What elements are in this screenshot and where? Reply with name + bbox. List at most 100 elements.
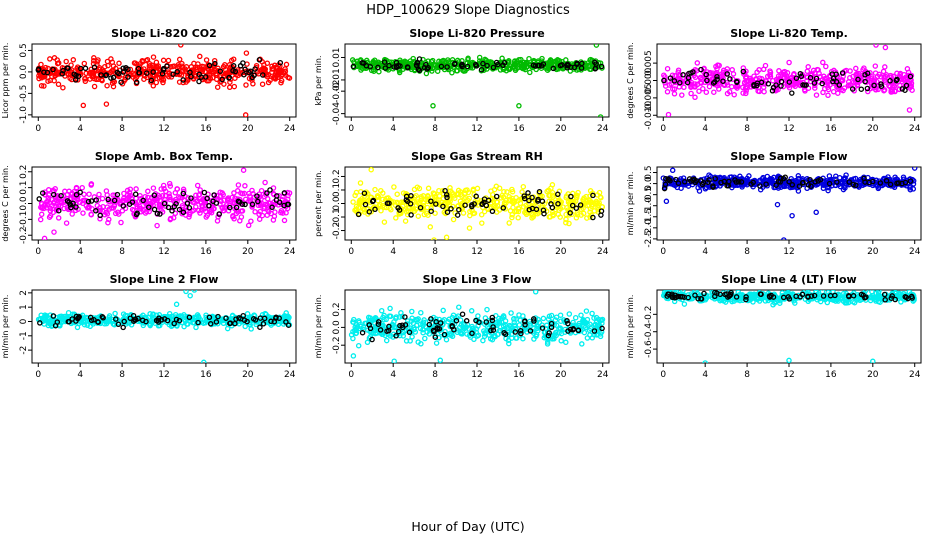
hourly-point — [276, 199, 283, 205]
hourly-point — [161, 316, 168, 322]
data-point — [578, 212, 584, 218]
data-point — [243, 50, 250, 56]
data-point — [780, 83, 787, 90]
outlier-point — [103, 101, 110, 107]
hourly-point — [661, 77, 667, 84]
data-point — [86, 191, 92, 197]
data-point — [82, 78, 89, 85]
y-tick-label: 0.2 — [332, 302, 342, 316]
panel-title: Slope Sample Flow — [730, 150, 847, 163]
hourly-point — [531, 318, 537, 324]
data-point — [694, 60, 701, 66]
data-point — [273, 64, 280, 70]
data-point — [283, 61, 290, 68]
y-tick-label: 1 — [19, 304, 29, 310]
hourly-point — [413, 62, 420, 68]
data-point — [87, 76, 93, 82]
hourly-point — [665, 176, 672, 182]
hourly-point — [703, 71, 709, 78]
data-point — [681, 301, 688, 307]
data-point — [353, 207, 360, 213]
hourly-point — [495, 61, 501, 68]
data-point — [197, 187, 203, 193]
outlier-point — [183, 290, 189, 295]
data-point — [587, 321, 593, 327]
data-point — [493, 321, 499, 327]
data-point — [887, 83, 893, 90]
data-point — [506, 340, 512, 347]
hourly-point — [830, 75, 837, 82]
y-tick-label: 0.01 — [332, 47, 342, 67]
data-point — [558, 330, 565, 337]
hourly-point — [533, 206, 540, 213]
data-point — [400, 60, 407, 66]
hourly-point — [529, 194, 535, 201]
data-point — [91, 55, 97, 61]
x-tick-label: 24 — [909, 247, 921, 257]
data-point — [760, 84, 767, 90]
hourly-point — [592, 65, 599, 71]
data-point — [280, 210, 286, 216]
hourly-point — [281, 190, 288, 196]
data-point — [483, 57, 489, 64]
data-point — [813, 92, 820, 98]
data-point — [403, 191, 410, 197]
hourly-point — [484, 62, 490, 69]
hourly-point — [219, 76, 225, 83]
hourly-point — [118, 79, 124, 85]
data-point — [45, 195, 52, 201]
data-point — [53, 207, 60, 214]
x-tick-label: 8 — [432, 370, 438, 380]
data-point — [575, 189, 581, 196]
outlier-point — [870, 358, 876, 363]
data-point — [353, 330, 360, 336]
data-point — [81, 321, 88, 328]
data-point — [357, 180, 364, 186]
data-point — [692, 81, 698, 87]
hourly-point — [698, 66, 704, 73]
data-point — [394, 191, 400, 197]
hourly-point — [489, 317, 496, 324]
data-point — [761, 88, 767, 95]
y-tick-label: -2.5 — [644, 230, 654, 248]
data-point — [743, 88, 749, 94]
hourly-point — [777, 179, 783, 185]
data-point — [516, 322, 523, 328]
data-point — [664, 65, 671, 72]
data-point — [55, 81, 62, 88]
hourly-point — [186, 204, 193, 211]
data-point — [754, 69, 760, 75]
data-point — [423, 210, 430, 216]
data-point — [767, 73, 774, 80]
data-point — [350, 335, 356, 342]
y-axis-label: degrees C per min. — [626, 42, 635, 118]
hourly-point — [710, 183, 716, 189]
data-point — [238, 214, 245, 220]
data-point — [728, 174, 735, 180]
data-point — [47, 208, 54, 214]
x-tick-label: 0 — [35, 247, 41, 257]
plot-frame — [344, 43, 610, 118]
hourly-point — [176, 317, 183, 324]
hourly-point — [699, 181, 706, 188]
hourly-point — [539, 198, 546, 204]
data-point — [500, 194, 507, 201]
data-point — [501, 314, 507, 320]
data-point — [552, 317, 559, 323]
data-point — [587, 209, 593, 215]
hourly-point — [902, 179, 909, 186]
hourly-point — [140, 197, 146, 204]
data-point — [910, 186, 917, 192]
data-point — [285, 196, 291, 203]
data-point — [566, 311, 573, 317]
data-point — [403, 338, 410, 344]
data-point — [96, 191, 102, 198]
hourly-point — [518, 330, 524, 337]
data-point — [150, 185, 157, 191]
hourly-point — [740, 68, 747, 75]
data-point — [544, 188, 550, 195]
hourly-point — [433, 201, 439, 207]
data-point — [69, 211, 75, 217]
outlier-point — [882, 44, 889, 51]
data-point — [365, 190, 371, 197]
